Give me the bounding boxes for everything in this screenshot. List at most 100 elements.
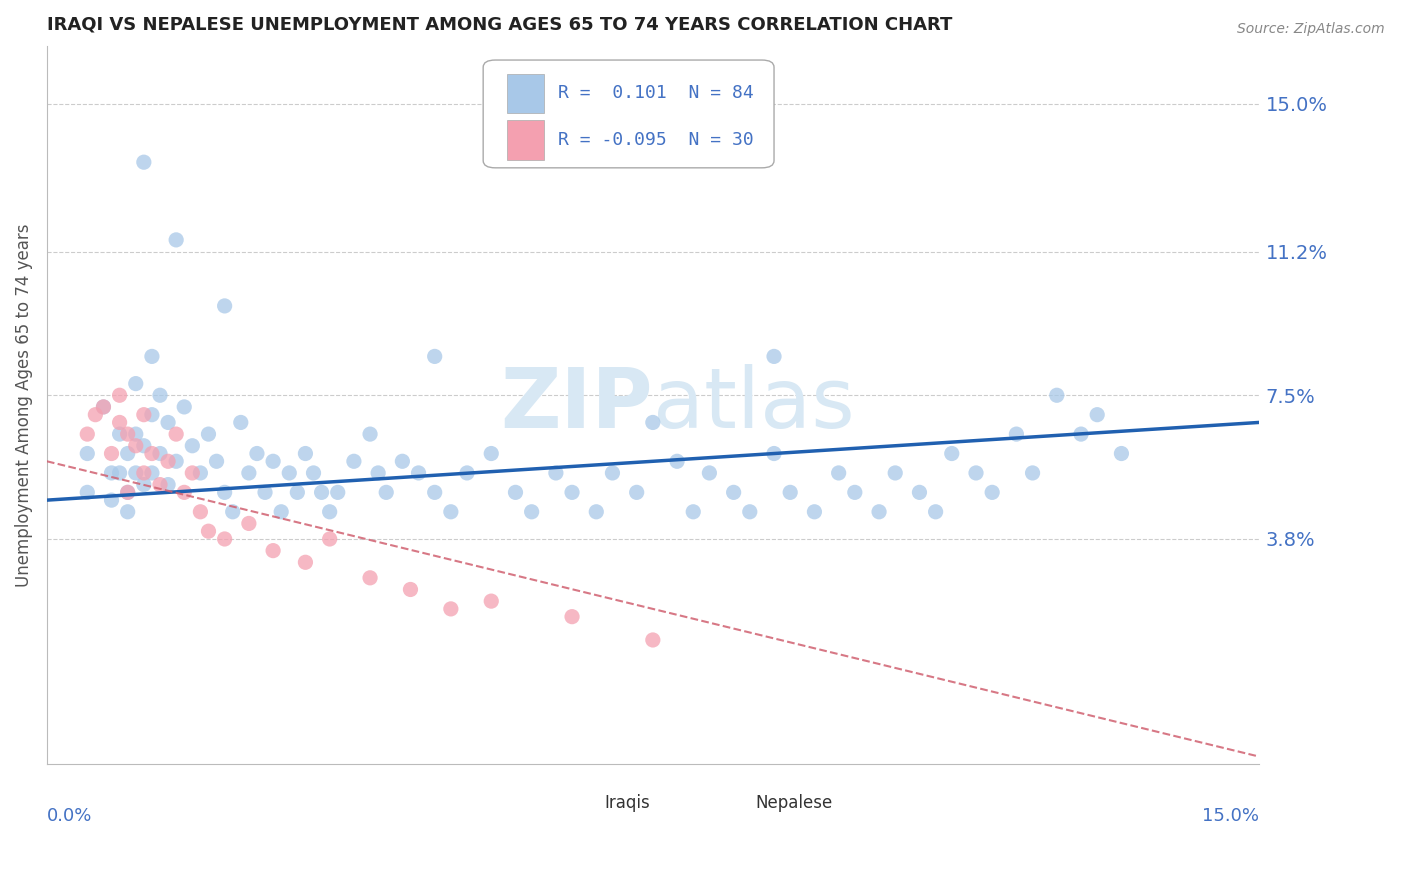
Point [285, 485, 308, 500]
Text: Iraqis: Iraqis [605, 794, 650, 812]
Point [520, 505, 543, 519]
Point [682, 505, 704, 519]
Text: IRAQI VS NEPALESE UNEMPLOYMENT AMONG AGES 65 TO 74 YEARS CORRELATION CHART: IRAQI VS NEPALESE UNEMPLOYMENT AMONG AGE… [46, 15, 952, 33]
Point [1111, 446, 1133, 460]
Point [246, 446, 269, 460]
Point [132, 477, 155, 491]
Point [117, 485, 139, 500]
Point [440, 602, 463, 616]
FancyBboxPatch shape [508, 74, 544, 113]
Point [423, 350, 446, 364]
Point [302, 466, 325, 480]
Point [343, 454, 366, 468]
Point [827, 466, 849, 480]
Point [1005, 427, 1028, 442]
Point [505, 485, 527, 500]
Point [190, 505, 212, 519]
Point [125, 376, 148, 391]
Point [125, 466, 148, 480]
Text: 15.0%: 15.0% [1202, 807, 1258, 825]
Point [132, 408, 155, 422]
Text: R =  0.101  N = 84: R = 0.101 N = 84 [558, 85, 754, 103]
Point [173, 400, 195, 414]
Point [165, 454, 187, 468]
Point [238, 466, 260, 480]
Point [117, 446, 139, 460]
Point [803, 505, 825, 519]
Point [359, 427, 381, 442]
FancyBboxPatch shape [484, 60, 775, 168]
Point [941, 446, 963, 460]
Point [76, 446, 98, 460]
Point [157, 454, 180, 468]
Point [868, 505, 890, 519]
Point [318, 532, 340, 546]
Point [214, 485, 236, 500]
Point [214, 532, 236, 546]
FancyBboxPatch shape [508, 120, 544, 160]
Point [561, 485, 583, 500]
Point [723, 485, 745, 500]
Point [197, 524, 219, 539]
Point [141, 466, 163, 480]
Point [157, 477, 180, 491]
Point [479, 446, 502, 460]
Point [779, 485, 801, 500]
Point [1046, 388, 1069, 402]
Point [100, 466, 122, 480]
Point [359, 571, 381, 585]
Point [965, 466, 987, 480]
Point [238, 516, 260, 531]
Point [108, 416, 131, 430]
Point [117, 505, 139, 519]
Point [1070, 427, 1092, 442]
Point [908, 485, 931, 500]
Point [981, 485, 1004, 500]
Point [626, 485, 648, 500]
Point [666, 454, 689, 468]
Point [602, 466, 624, 480]
Point [375, 485, 398, 500]
Point [190, 466, 212, 480]
Point [924, 505, 946, 519]
Point [222, 505, 245, 519]
Point [125, 439, 148, 453]
Text: Nepalese: Nepalese [756, 794, 834, 812]
Point [108, 427, 131, 442]
Point [117, 427, 139, 442]
Point [197, 427, 219, 442]
Text: atlas: atlas [652, 365, 855, 445]
Point [93, 400, 115, 414]
Point [278, 466, 301, 480]
Point [641, 416, 664, 430]
Point [108, 466, 131, 480]
Point [326, 485, 349, 500]
Point [214, 299, 236, 313]
Point [699, 466, 721, 480]
Point [253, 485, 276, 500]
Point [408, 466, 430, 480]
Point [132, 466, 155, 480]
Point [149, 477, 172, 491]
Point [270, 505, 292, 519]
Point [141, 350, 163, 364]
Point [76, 427, 98, 442]
Point [294, 555, 316, 569]
Point [763, 350, 786, 364]
Point [262, 543, 284, 558]
Point [440, 505, 463, 519]
FancyBboxPatch shape [720, 788, 747, 818]
Point [844, 485, 866, 500]
Point [76, 485, 98, 500]
Point [157, 416, 180, 430]
Point [181, 466, 204, 480]
Y-axis label: Unemployment Among Ages 65 to 74 years: Unemployment Among Ages 65 to 74 years [15, 223, 32, 587]
Point [125, 427, 148, 442]
Point [132, 439, 155, 453]
Point [165, 427, 187, 442]
Point [399, 582, 422, 597]
Text: Source: ZipAtlas.com: Source: ZipAtlas.com [1237, 22, 1385, 37]
Point [294, 446, 316, 460]
Text: ZIP: ZIP [501, 365, 652, 445]
Point [641, 632, 664, 647]
